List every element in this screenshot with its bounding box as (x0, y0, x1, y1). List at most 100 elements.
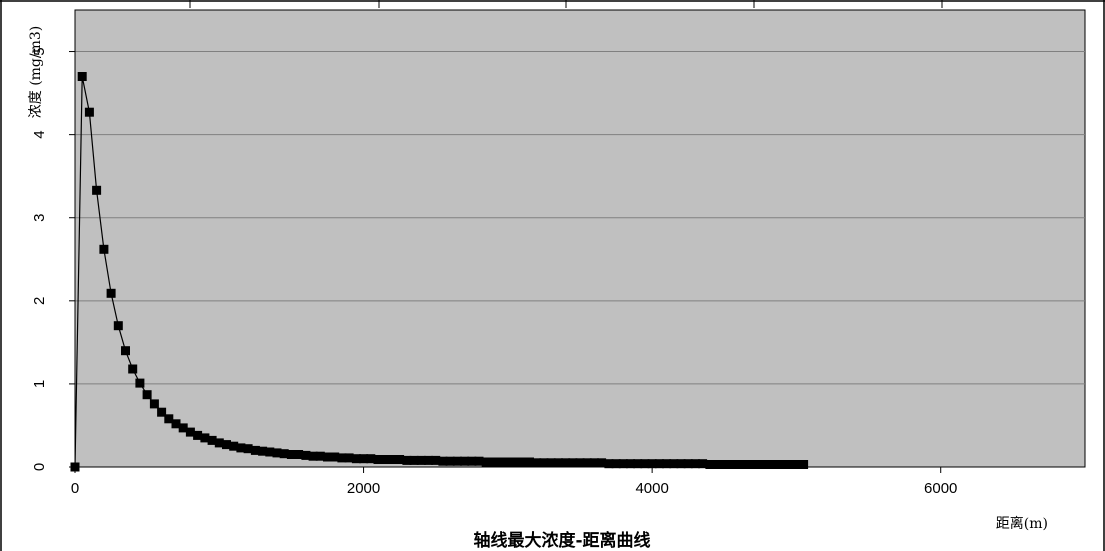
data-point (351, 454, 361, 464)
data-point (402, 455, 412, 465)
data-point (626, 459, 635, 469)
data-point (791, 460, 801, 469)
data-point (539, 458, 549, 468)
data-point (265, 447, 275, 457)
data-point (135, 378, 145, 388)
data-point (452, 456, 462, 466)
data-point (719, 460, 729, 469)
data-point (589, 458, 599, 468)
data-point (178, 423, 188, 433)
data-point (741, 460, 751, 469)
x-tick-label: 4000 (635, 480, 668, 497)
data-point (568, 458, 578, 468)
data-point (250, 445, 260, 455)
data-point (748, 460, 758, 469)
data-point (243, 444, 253, 454)
data-point (532, 458, 542, 468)
data-point (359, 454, 369, 464)
data-point (640, 459, 650, 469)
data-point (229, 441, 239, 451)
y-tick-label: 1 (31, 380, 48, 388)
data-point (474, 456, 484, 466)
data-point (380, 455, 390, 464)
series-layer (70, 72, 809, 472)
data-point (647, 459, 657, 469)
data-point (323, 452, 332, 462)
data-point (662, 459, 672, 469)
data-point (92, 185, 102, 195)
data-point (633, 459, 643, 469)
chart-title: 轴线最大浓度-距离曲线 (473, 530, 650, 551)
data-point (315, 451, 325, 461)
data-point (157, 407, 167, 417)
data-point (763, 460, 773, 469)
data-point (690, 459, 700, 469)
data-point (258, 446, 268, 456)
data-point (294, 450, 304, 459)
data-point (525, 457, 534, 467)
y-tick-label: 3 (31, 214, 48, 222)
data-point (308, 451, 318, 461)
data-point (236, 443, 246, 453)
data-point (193, 430, 203, 440)
data-point (438, 456, 448, 466)
data-point (777, 460, 787, 469)
data-point (200, 433, 210, 443)
data-point (755, 460, 765, 469)
data-point (424, 455, 433, 465)
data-point (409, 455, 419, 465)
data-point (467, 456, 477, 466)
data-point (387, 455, 397, 464)
data-point (70, 462, 80, 472)
data-point (683, 459, 693, 469)
data-point (705, 460, 715, 469)
data-point (106, 288, 116, 298)
data-point (676, 459, 686, 469)
data-point (337, 453, 347, 463)
y-axis-title: 浓度 (mg/m3) (28, 26, 44, 119)
data-point (734, 460, 744, 469)
y-tick-label: 2 (31, 297, 48, 305)
data-point (604, 459, 614, 469)
data-point (171, 419, 181, 429)
tick-labels: 0 1 2 3 4 5 0 2000 4000 6000 (31, 47, 957, 497)
data-point (481, 457, 491, 467)
data-point (330, 452, 340, 462)
gridlines (75, 51, 1085, 385)
data-point (727, 460, 736, 469)
data-point (272, 448, 282, 458)
x-tick-label: 0 (71, 480, 79, 497)
data-point (618, 459, 628, 469)
data-point (445, 456, 455, 466)
data-point (373, 455, 383, 464)
x-tick-label: 2000 (347, 480, 380, 497)
data-point (77, 72, 87, 81)
plot-area (74, 9, 1086, 468)
data-point (84, 107, 94, 117)
data-point (301, 450, 311, 460)
y-tick-label: 5 (31, 47, 48, 55)
data-point (561, 458, 571, 468)
data-point (712, 460, 722, 469)
data-point (503, 457, 513, 467)
x-axis-title: 距离(m) (996, 515, 1048, 532)
data-point (546, 458, 556, 468)
data-point (99, 244, 109, 254)
data-point (222, 440, 231, 450)
data-point (784, 460, 794, 469)
data-point (611, 459, 621, 469)
data-point (460, 456, 470, 466)
data-point (416, 455, 426, 465)
data-point (366, 454, 376, 464)
data-point (488, 457, 498, 467)
data-point (510, 457, 520, 467)
data-point (395, 455, 405, 464)
data-point (149, 399, 159, 409)
data-point (128, 364, 138, 374)
x-tick-label: 6000 (924, 480, 957, 497)
data-point (553, 458, 563, 468)
data-point (344, 453, 354, 463)
data-point (113, 321, 123, 331)
